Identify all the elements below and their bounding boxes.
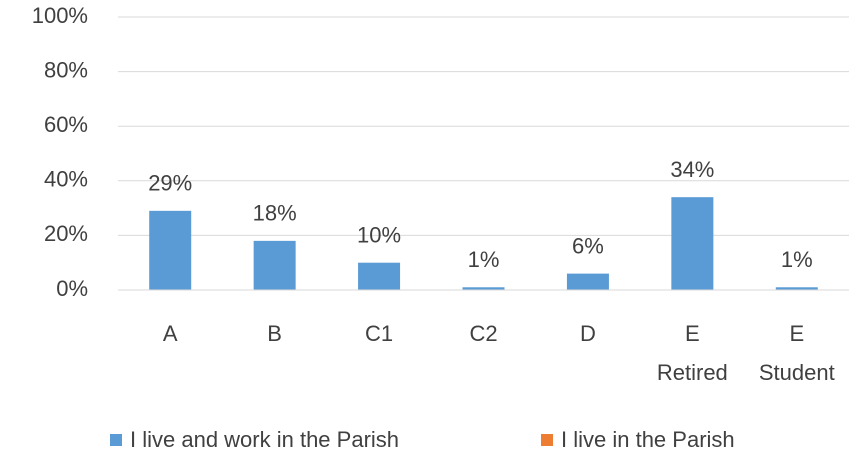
data-label: 10% bbox=[357, 223, 401, 248]
bar bbox=[149, 210, 192, 290]
data-label: 1% bbox=[781, 247, 813, 272]
x-tick-label: B bbox=[267, 321, 282, 346]
data-label: 34% bbox=[670, 157, 714, 182]
legend-label: I live in the Parish bbox=[561, 427, 735, 452]
x-tick-label: C1 bbox=[365, 321, 394, 346]
y-tick-label: 20% bbox=[44, 221, 88, 246]
bar bbox=[775, 287, 818, 290]
bar bbox=[462, 287, 505, 290]
data-label: 6% bbox=[572, 233, 604, 258]
bar bbox=[253, 240, 296, 290]
data-label: 1% bbox=[468, 247, 500, 272]
data-label: 29% bbox=[148, 171, 192, 196]
bar bbox=[671, 197, 714, 290]
legend-swatch bbox=[541, 434, 553, 446]
data-label: 18% bbox=[253, 201, 297, 226]
x-tick-label: C2 bbox=[469, 321, 498, 346]
bar bbox=[358, 262, 401, 290]
x-tick-label: E Student bbox=[758, 321, 835, 385]
y-tick-label: 100% bbox=[32, 3, 88, 28]
bar bbox=[566, 273, 609, 290]
x-tick-label: D bbox=[579, 321, 596, 346]
legend-swatch bbox=[110, 434, 122, 446]
y-tick-label: 0% bbox=[56, 276, 88, 301]
x-tick-label: A bbox=[162, 321, 178, 346]
y-tick-label: 80% bbox=[44, 57, 88, 82]
legend-label: I live and work in the Parish bbox=[130, 427, 399, 452]
y-tick-label: 40% bbox=[44, 167, 88, 192]
y-tick-label: 60% bbox=[44, 112, 88, 137]
x-tick-label: E Retired bbox=[656, 321, 728, 385]
